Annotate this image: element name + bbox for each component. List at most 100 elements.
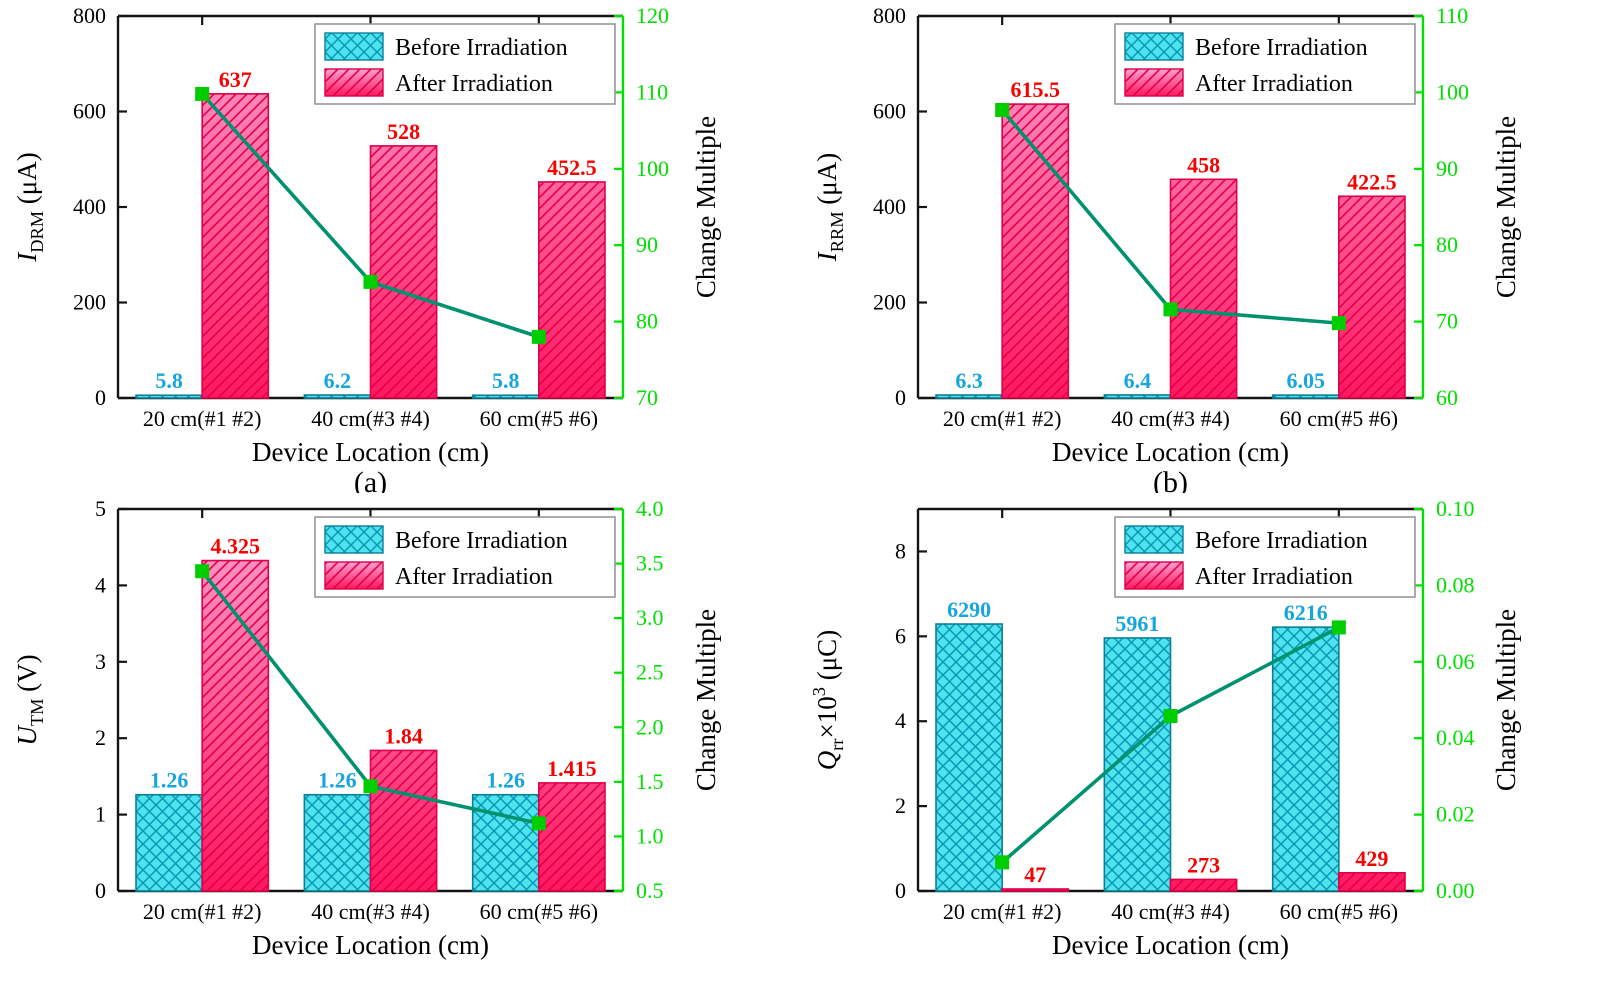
right-tick-label: 80	[1436, 232, 1458, 257]
right-tick-label: 0.00	[1436, 878, 1475, 903]
x-tick-label: 20 cm(#1 #2)	[143, 406, 262, 431]
left-tick-label: 6	[895, 623, 906, 648]
x-tick-label: 20 cm(#1 #2)	[143, 899, 262, 924]
legend-before-swatch-hatch	[1125, 33, 1183, 60]
x-tick-label: 20 cm(#1 #2)	[943, 406, 1062, 431]
left-tick-label: 600	[73, 99, 106, 124]
x-tick-label: 60 cm(#5 #6)	[1280, 406, 1399, 431]
bar-before-hatch	[136, 794, 203, 891]
panel-b: 0 200 400 600 800 60 70 80 90 100 110 20 cm(#1 #2) 4…	[800, 0, 1600, 499]
legend-before-swatch-edge	[324, 525, 384, 554]
right-tick-label: 1.5	[636, 769, 664, 794]
legend-before-label: Before Irradiation	[395, 35, 568, 61]
panel-a: 0 200 400 600 800 70 80 90 100 110 120 20 cm(#1 #2)…	[0, 0, 800, 499]
legend-after-label: After Irradiation	[1195, 71, 1353, 97]
bar-after-edge	[201, 559, 270, 892]
left-tick-label: 400	[873, 194, 906, 219]
legend-after-label: After Irradiation	[1195, 564, 1353, 590]
legend-before-label: Before Irradiation	[1195, 528, 1368, 554]
bar-before-hatch	[936, 624, 1003, 891]
legend-after-swatch-edge	[1124, 561, 1184, 590]
subplot-tag: (b)	[1153, 466, 1188, 493]
value-after: 273	[1187, 852, 1220, 877]
left-tick-label: 200	[73, 290, 106, 315]
bar-after-hatch	[1170, 879, 1237, 891]
legend-before-swatch-hatch	[1125, 526, 1183, 553]
change-multiple-marker	[531, 816, 546, 831]
bar-after-hatch	[1002, 104, 1069, 398]
change-multiple-marker	[995, 855, 1010, 870]
change-multiple-marker	[1163, 302, 1178, 317]
bar-before-edge	[935, 623, 1003, 892]
bar-before-hatch	[136, 395, 203, 398]
left-tick-label: 1	[95, 802, 106, 827]
right-tick-label: 110	[1436, 3, 1468, 28]
legend-after-swatch-edge	[324, 68, 384, 97]
value-after: 429	[1355, 846, 1388, 871]
left-axis-title: Qrr​×103​ (μC)	[809, 630, 847, 770]
value-before: 5961	[1115, 611, 1159, 636]
value-before: 1.26	[150, 768, 189, 793]
panel-c: 0 1 2 3 4 5 0.5 1.0 1.5 2.0 2.5 3.0 3.5 4.0 20 cm(#1 #…	[0, 493, 800, 986]
change-multiple-marker	[1331, 620, 1346, 635]
bar-after-hatch	[1338, 196, 1405, 398]
left-tick-label: 200	[873, 290, 906, 315]
bar-after-edge	[1338, 871, 1406, 892]
right-tick-label: 100	[1436, 79, 1469, 104]
x-tick-label: 40 cm(#3 #4)	[1111, 899, 1230, 924]
bar-after-hatch	[370, 750, 437, 891]
left-tick-label: 2	[95, 725, 106, 750]
bar-after-edge	[1001, 888, 1070, 892]
left-tick-label: 0	[95, 385, 106, 410]
left-axis-title: UTM​ (V)	[12, 654, 47, 745]
x-tick-label: 60 cm(#5 #6)	[1280, 899, 1399, 924]
bar-before-hatch	[1272, 627, 1339, 891]
value-before: 6216	[1284, 600, 1328, 625]
bar-after-edge	[1169, 878, 1238, 892]
x-tick-label: 40 cm(#3 #4)	[311, 406, 430, 431]
bar-after-edge	[201, 93, 270, 399]
left-tick-label: 800	[873, 3, 906, 28]
value-after: 452.5	[547, 155, 597, 180]
chart-d: 0 2 4 6 8 0.00 0.02 0.04 0.06 0.08 0.10 20 cm(#1 #2…	[809, 496, 1521, 960]
left-tick-label: 400	[73, 194, 106, 219]
right-tick-label: 4.0	[636, 496, 664, 521]
bar-before-hatch	[304, 794, 371, 891]
value-before: 6.4	[1124, 368, 1152, 393]
left-axis-title: IRRM​ (μA)	[812, 153, 847, 263]
bar-before-hatch	[472, 395, 539, 398]
value-after: 458	[1187, 152, 1220, 177]
right-axis-title: Change Multiple	[1491, 116, 1521, 298]
right-tick-label: 90	[1436, 156, 1458, 181]
change-multiple-marker	[363, 274, 378, 289]
change-multiple-marker	[531, 329, 546, 344]
bar-after-hatch	[202, 93, 269, 399]
change-multiple-marker	[195, 564, 210, 579]
legend-before-swatch-edge	[1124, 32, 1184, 61]
x-axis-title: Device Location (cm)	[1052, 930, 1289, 960]
value-after: 4.325	[210, 534, 260, 559]
legend-after-swatch-hatch	[325, 69, 383, 96]
bar-before-edge	[1271, 626, 1340, 892]
value-after: 637	[219, 67, 252, 92]
right-tick-label: 120	[636, 3, 669, 28]
value-before: 5.8	[492, 368, 520, 393]
legend-after-label: After Irradiation	[395, 71, 553, 97]
bar-after-hatch	[538, 181, 605, 398]
value-before: 6290	[947, 597, 991, 622]
change-multiple-marker	[1163, 709, 1178, 724]
bar-before-hatch	[1272, 395, 1339, 398]
right-tick-label: 3.5	[636, 551, 664, 576]
left-tick-label: 4	[95, 572, 106, 597]
right-tick-label: 0.08	[1436, 572, 1475, 597]
bar-before-hatch	[936, 394, 1003, 398]
legend-after-swatch-hatch	[325, 562, 383, 589]
right-tick-label: 0.5	[636, 878, 664, 903]
bar-after-hatch	[370, 145, 437, 398]
left-tick-label: 4	[895, 708, 906, 733]
legend-before-label: Before Irradiation	[1195, 35, 1368, 61]
x-tick-label: 60 cm(#5 #6)	[480, 406, 599, 431]
bar-after-edge	[538, 181, 606, 399]
legend-after-swatch-edge	[324, 561, 384, 590]
